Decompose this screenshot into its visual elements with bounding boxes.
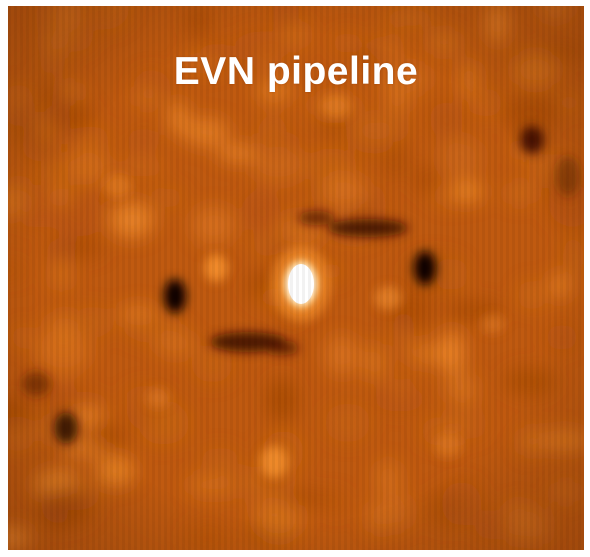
image-title: EVN pipeline [173,50,419,93]
radio-map-canvas [8,6,584,550]
radio-map-image: EVN pipeline [8,6,584,550]
